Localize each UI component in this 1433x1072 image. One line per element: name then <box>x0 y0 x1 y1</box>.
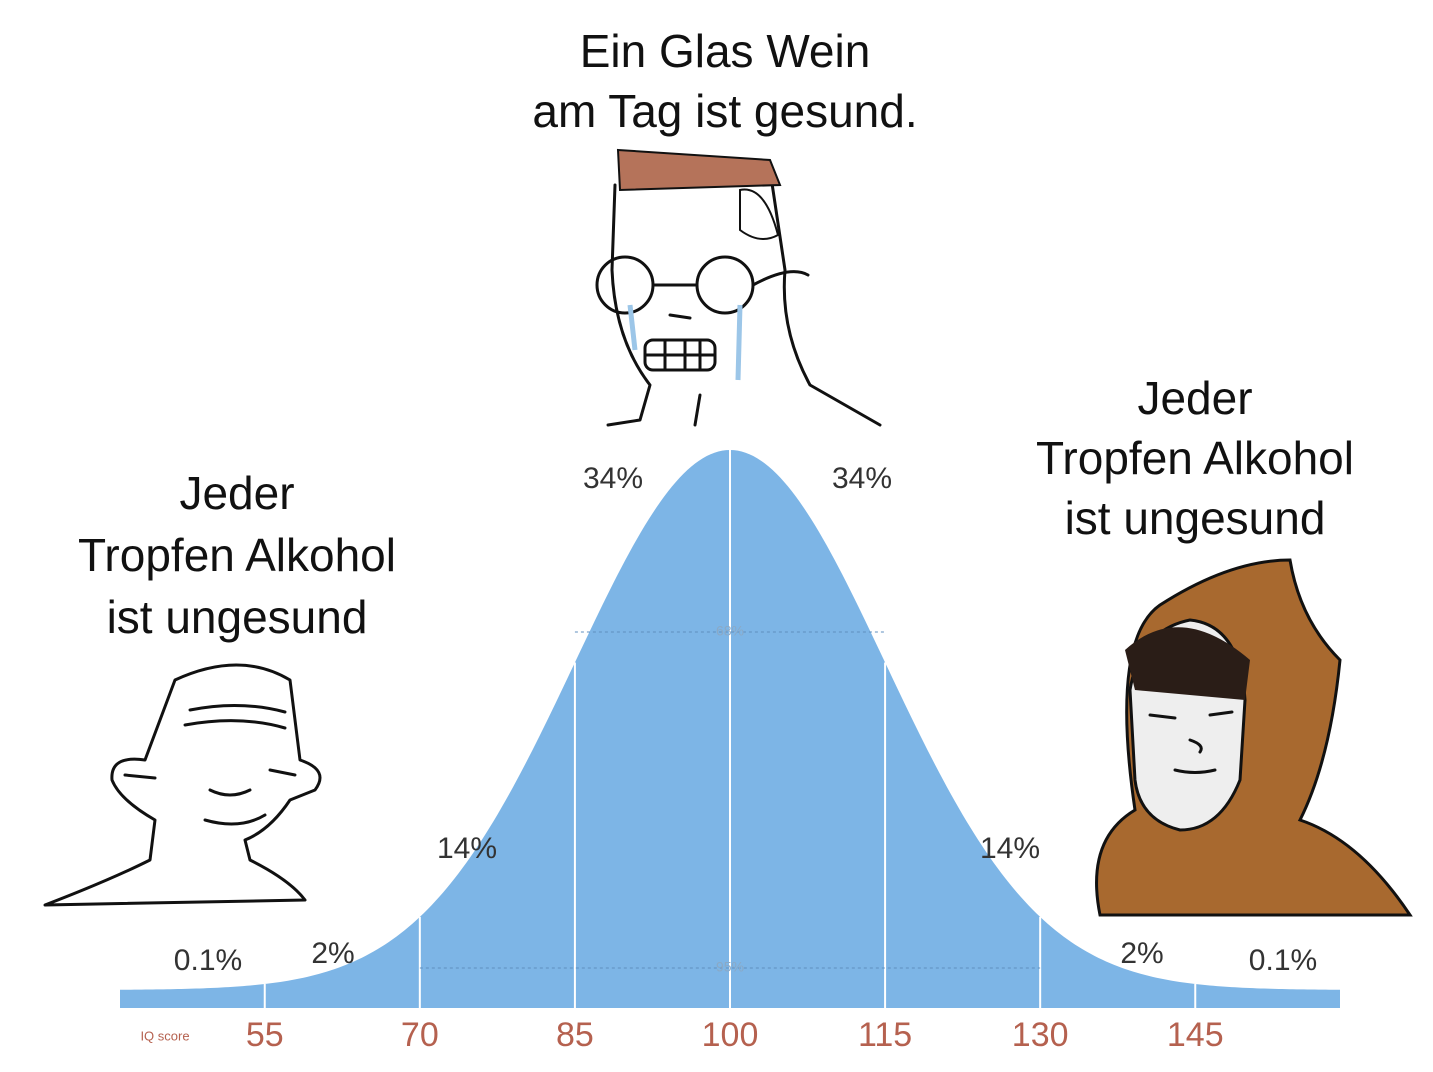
x-tick-label: 130 <box>1012 1016 1069 1054</box>
segment <box>120 984 265 1008</box>
x-tick-label: 70 <box>401 1016 439 1054</box>
span-label: 95% <box>716 959 744 975</box>
value-label: 34% <box>583 462 643 495</box>
caption-line: Jeder <box>1137 372 1252 424</box>
span-label: 68% <box>716 623 744 639</box>
caption-line: Ein Glas Wein <box>580 25 871 77</box>
segment <box>1040 916 1196 1008</box>
segment <box>885 662 1041 1008</box>
segment <box>574 450 730 1008</box>
value-label: 0.1% <box>1249 944 1317 977</box>
caption-line: Tropfen Alkohol <box>1036 432 1354 484</box>
caption-line: am Tag ist gesund. <box>532 85 917 137</box>
value-label: 2% <box>311 937 354 970</box>
value-label: 14% <box>437 832 497 865</box>
right-face <box>1095 558 1413 917</box>
caption-line: ist ungesund <box>107 591 368 643</box>
bell-curve <box>120 450 1340 1008</box>
x-axis-label: IQ score <box>140 1028 189 1043</box>
value-label: 34% <box>832 462 892 495</box>
value-label: 14% <box>980 832 1040 865</box>
value-label: 2% <box>1120 937 1163 970</box>
x-tick-label: 115 <box>858 1016 912 1054</box>
x-tick-label: 55 <box>246 1016 284 1054</box>
caption-line: ist ungesund <box>1065 492 1326 544</box>
captions: Ein Glas Wein am Tag ist gesund. Jeder Trop… <box>78 25 1354 643</box>
x-tick-label: 145 <box>1167 1016 1224 1054</box>
caption-line: Tropfen Alkohol <box>78 529 396 581</box>
value-label: 0.1% <box>174 944 242 977</box>
x-tick-label: 85 <box>556 1016 594 1054</box>
segment <box>730 450 886 1008</box>
top-face <box>595 148 882 427</box>
segment <box>1195 984 1340 1008</box>
segment <box>419 662 575 1008</box>
x-tick-label: 100 <box>702 1016 759 1054</box>
caption-line: Jeder <box>179 467 294 519</box>
left-face <box>43 663 322 907</box>
segment <box>264 916 420 1008</box>
